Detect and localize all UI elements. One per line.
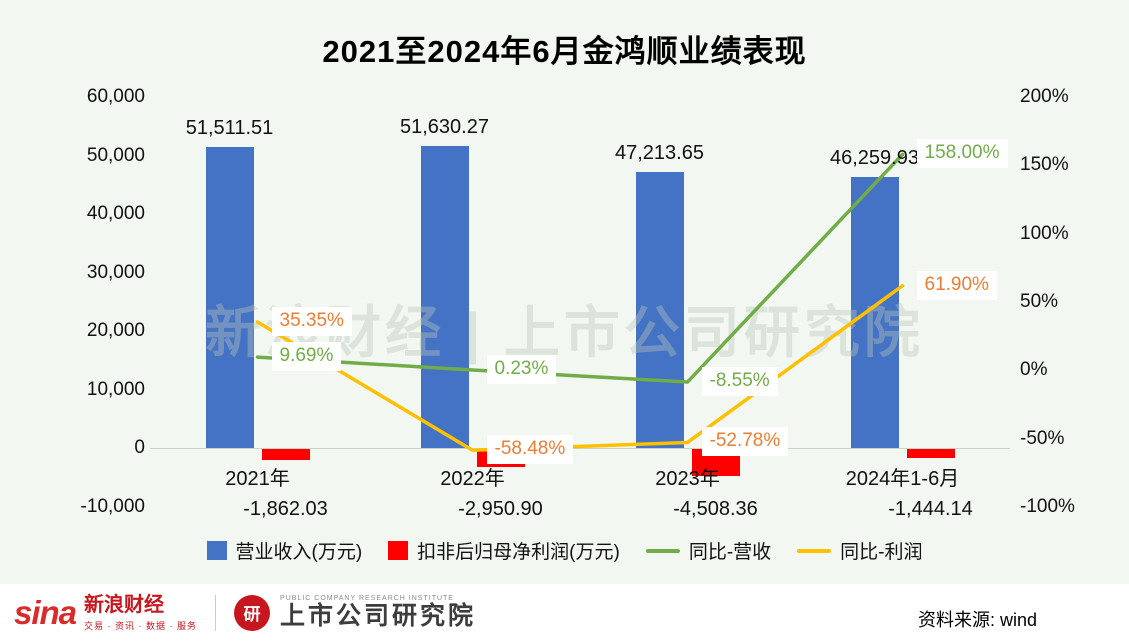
profit-value-label: -2,950.90 (458, 498, 543, 520)
institute-name-en: PUBLIC COMPANY RESEARCH INSTITUTE (280, 594, 454, 602)
right-axis-tick: -100% (1020, 496, 1075, 517)
revenue-bar (635, 171, 684, 449)
revenue-bar (420, 146, 469, 449)
footer-divider (215, 594, 217, 631)
right-axis-tick: 0% (1020, 359, 1048, 381)
revenue-bar (205, 146, 254, 449)
footer-bar: sina 新浪财经 交易 · 资讯 · 数据 · 服务 研 PUBLIC COM… (0, 584, 1129, 641)
left-axis-tick: -10,000 (80, 496, 145, 517)
yoy-profit-label: 61.90% (916, 270, 997, 300)
right-axis-tick: 200% (1020, 86, 1069, 107)
yoy-profit-label: 35.35% (271, 307, 352, 336)
legend-swatch-icon (645, 548, 680, 553)
sina-finance-logo: sina 新浪财经 交易 · 资讯 · 数据 · 服务 (14, 593, 197, 632)
institute-name-cn: 上市公司研究院 (280, 601, 477, 630)
profit-bar (261, 449, 310, 461)
right-axis-tick: 100% (1020, 222, 1069, 244)
left-axis-tick: 0 (134, 437, 145, 459)
profit-value-label: -1,862.03 (243, 498, 328, 520)
legend-swatch-icon (797, 548, 832, 553)
profit-value-label: -4,508.36 (673, 498, 758, 520)
yoy-revenue-label: 0.23% (486, 355, 557, 384)
category-label: 2024年1-6月 (845, 468, 960, 490)
right-axis-tick: 50% (1020, 291, 1059, 312)
sina-logo-icon: sina (14, 593, 77, 631)
legend-swatch-icon (388, 541, 409, 560)
sina-tagline: 交易 · 资讯 · 数据 · 服务 (84, 621, 198, 631)
legend-item: 营业收入(万元) (206, 537, 363, 564)
right-axis-tick: -50% (1020, 427, 1065, 449)
left-axis-tick: 10,000 (86, 378, 145, 400)
revenue-value-label: 51,630.27 (400, 116, 489, 139)
category-label: 2023年 (655, 468, 720, 490)
legend-label: 同比-利润 (840, 542, 923, 563)
sina-brand-text: 新浪财经 (84, 594, 165, 616)
chart-title: 2021至2024年6月金鸿顺业绩表现 (322, 34, 807, 69)
profit-bar (906, 449, 955, 458)
yoy-revenue-label: 158.00% (916, 139, 1008, 169)
yoy-revenue-label: 9.69% (271, 342, 342, 371)
legend-item: 扣非后归母净利润(万元) (388, 537, 620, 564)
revenue-bar (850, 177, 899, 449)
legend-label: 同比-营收 (688, 542, 772, 563)
category-label: 2022年 (440, 468, 505, 490)
legend-item: 同比-营收 (645, 537, 772, 564)
yoy-revenue-label: -8.55% (701, 367, 778, 396)
left-axis-tick: 20,000 (86, 320, 145, 342)
left-axis-tick: 50,000 (86, 144, 145, 166)
left-axis-tick: 60,000 (86, 86, 145, 107)
institute-seal-icon: 研 (234, 594, 271, 631)
category-label: 2021年 (225, 468, 290, 490)
data-source-note: 资料来源: wind (917, 610, 1037, 630)
legend-item: 同比-利润 (797, 537, 922, 564)
yoy-profit-label: -58.48% (486, 435, 574, 465)
legend-label: 营业收入(万元) (235, 542, 363, 563)
revenue-value-label: 51,511.51 (185, 116, 274, 139)
chart-legend: 营业收入(万元) 扣非后归母净利润(万元) 同比-营收 同比-利润 (0, 537, 1129, 564)
left-axis-tick: 30,000 (86, 261, 145, 283)
legend-swatch-icon (206, 541, 227, 560)
institute-logo: 研 PUBLIC COMPANY RESEARCH INSTITUTE 上市公司… (234, 594, 477, 631)
profit-value-label: -1,444.14 (888, 498, 973, 520)
revenue-value-label: 47,213.65 (615, 141, 704, 164)
legend-label: 扣非后归母净利润(万元) (417, 542, 620, 563)
yoy-profit-label: -52.78% (701, 427, 789, 457)
right-axis-tick: 150% (1020, 154, 1069, 176)
left-axis-tick: 40,000 (86, 203, 145, 225)
